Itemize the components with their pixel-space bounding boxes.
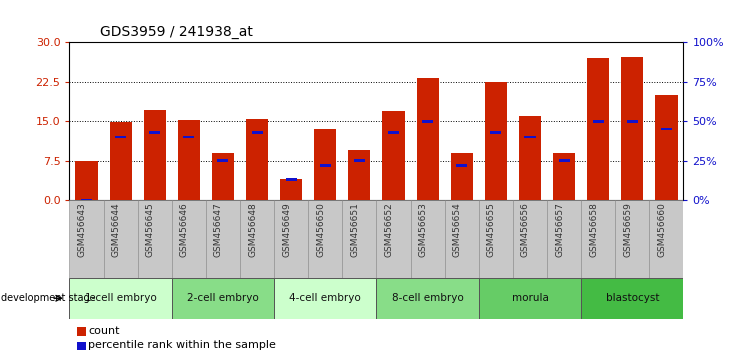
- Bar: [485, 82, 507, 200]
- Text: count: count: [88, 326, 120, 336]
- Text: GSM456650: GSM456650: [317, 202, 325, 257]
- Bar: [240, 200, 274, 278]
- Bar: [212, 153, 234, 200]
- Text: development stage: development stage: [1, 293, 95, 303]
- Bar: [217, 159, 229, 162]
- Bar: [274, 278, 376, 319]
- Bar: [479, 278, 581, 319]
- Text: GSM456660: GSM456660: [657, 202, 667, 257]
- Bar: [417, 78, 439, 200]
- Bar: [581, 278, 683, 319]
- Bar: [593, 120, 604, 122]
- Bar: [110, 122, 132, 200]
- Bar: [206, 200, 240, 278]
- Bar: [178, 120, 200, 200]
- Bar: [172, 200, 206, 278]
- Bar: [558, 159, 569, 162]
- Bar: [616, 200, 649, 278]
- Bar: [286, 178, 297, 181]
- Text: GSM456658: GSM456658: [589, 202, 598, 257]
- Bar: [587, 58, 610, 200]
- Text: GDS3959 / 241938_at: GDS3959 / 241938_at: [100, 25, 253, 39]
- Text: GSM456649: GSM456649: [282, 202, 291, 257]
- Bar: [621, 57, 643, 200]
- Bar: [77, 342, 86, 350]
- Bar: [183, 136, 194, 138]
- Bar: [649, 200, 683, 278]
- Bar: [314, 129, 336, 200]
- Text: morula: morula: [512, 293, 548, 303]
- Bar: [342, 200, 376, 278]
- Text: GSM456654: GSM456654: [452, 202, 462, 257]
- Text: blastocyst: blastocyst: [605, 293, 659, 303]
- Bar: [308, 200, 342, 278]
- Bar: [69, 200, 104, 278]
- Text: GSM456645: GSM456645: [145, 202, 155, 257]
- Bar: [149, 131, 160, 133]
- Bar: [491, 131, 501, 133]
- Bar: [655, 95, 678, 200]
- Bar: [547, 200, 581, 278]
- Bar: [143, 110, 166, 200]
- Bar: [422, 120, 433, 122]
- Text: GSM456651: GSM456651: [350, 202, 360, 257]
- Text: GSM456647: GSM456647: [214, 202, 223, 257]
- Text: GSM456643: GSM456643: [77, 202, 86, 257]
- Bar: [411, 200, 444, 278]
- Bar: [479, 200, 513, 278]
- Bar: [513, 200, 547, 278]
- Bar: [450, 153, 473, 200]
- Bar: [519, 116, 541, 200]
- Text: percentile rank within the sample: percentile rank within the sample: [88, 340, 276, 350]
- Bar: [137, 200, 172, 278]
- Text: GSM456655: GSM456655: [487, 202, 496, 257]
- Bar: [348, 150, 371, 200]
- Bar: [115, 136, 126, 138]
- Text: GSM456659: GSM456659: [624, 202, 632, 257]
- Bar: [274, 200, 308, 278]
- Bar: [69, 278, 172, 319]
- Bar: [456, 164, 467, 167]
- Bar: [382, 111, 405, 200]
- Bar: [581, 200, 616, 278]
- Bar: [251, 131, 262, 133]
- Bar: [77, 327, 86, 336]
- Bar: [319, 164, 331, 167]
- Bar: [81, 199, 92, 201]
- Bar: [388, 131, 399, 133]
- Text: 4-cell embryo: 4-cell embryo: [289, 293, 361, 303]
- Bar: [626, 120, 638, 122]
- Text: GSM456644: GSM456644: [112, 202, 121, 257]
- Bar: [376, 200, 411, 278]
- Text: GSM456656: GSM456656: [521, 202, 530, 257]
- Bar: [354, 159, 365, 162]
- Text: 8-cell embryo: 8-cell embryo: [392, 293, 463, 303]
- Text: GSM456646: GSM456646: [180, 202, 189, 257]
- Text: 2-cell embryo: 2-cell embryo: [187, 293, 259, 303]
- Bar: [376, 278, 479, 319]
- Text: GSM456657: GSM456657: [555, 202, 564, 257]
- Bar: [553, 153, 575, 200]
- Bar: [524, 136, 536, 138]
- Text: GSM456648: GSM456648: [248, 202, 257, 257]
- Bar: [246, 119, 268, 200]
- Bar: [104, 200, 137, 278]
- Text: GSM456653: GSM456653: [419, 202, 428, 257]
- Bar: [75, 161, 97, 200]
- Text: GSM456652: GSM456652: [385, 202, 393, 257]
- Text: 1-cell embryo: 1-cell embryo: [85, 293, 156, 303]
- Bar: [172, 278, 274, 319]
- Bar: [444, 200, 479, 278]
- Bar: [280, 179, 303, 200]
- Bar: [661, 128, 672, 130]
